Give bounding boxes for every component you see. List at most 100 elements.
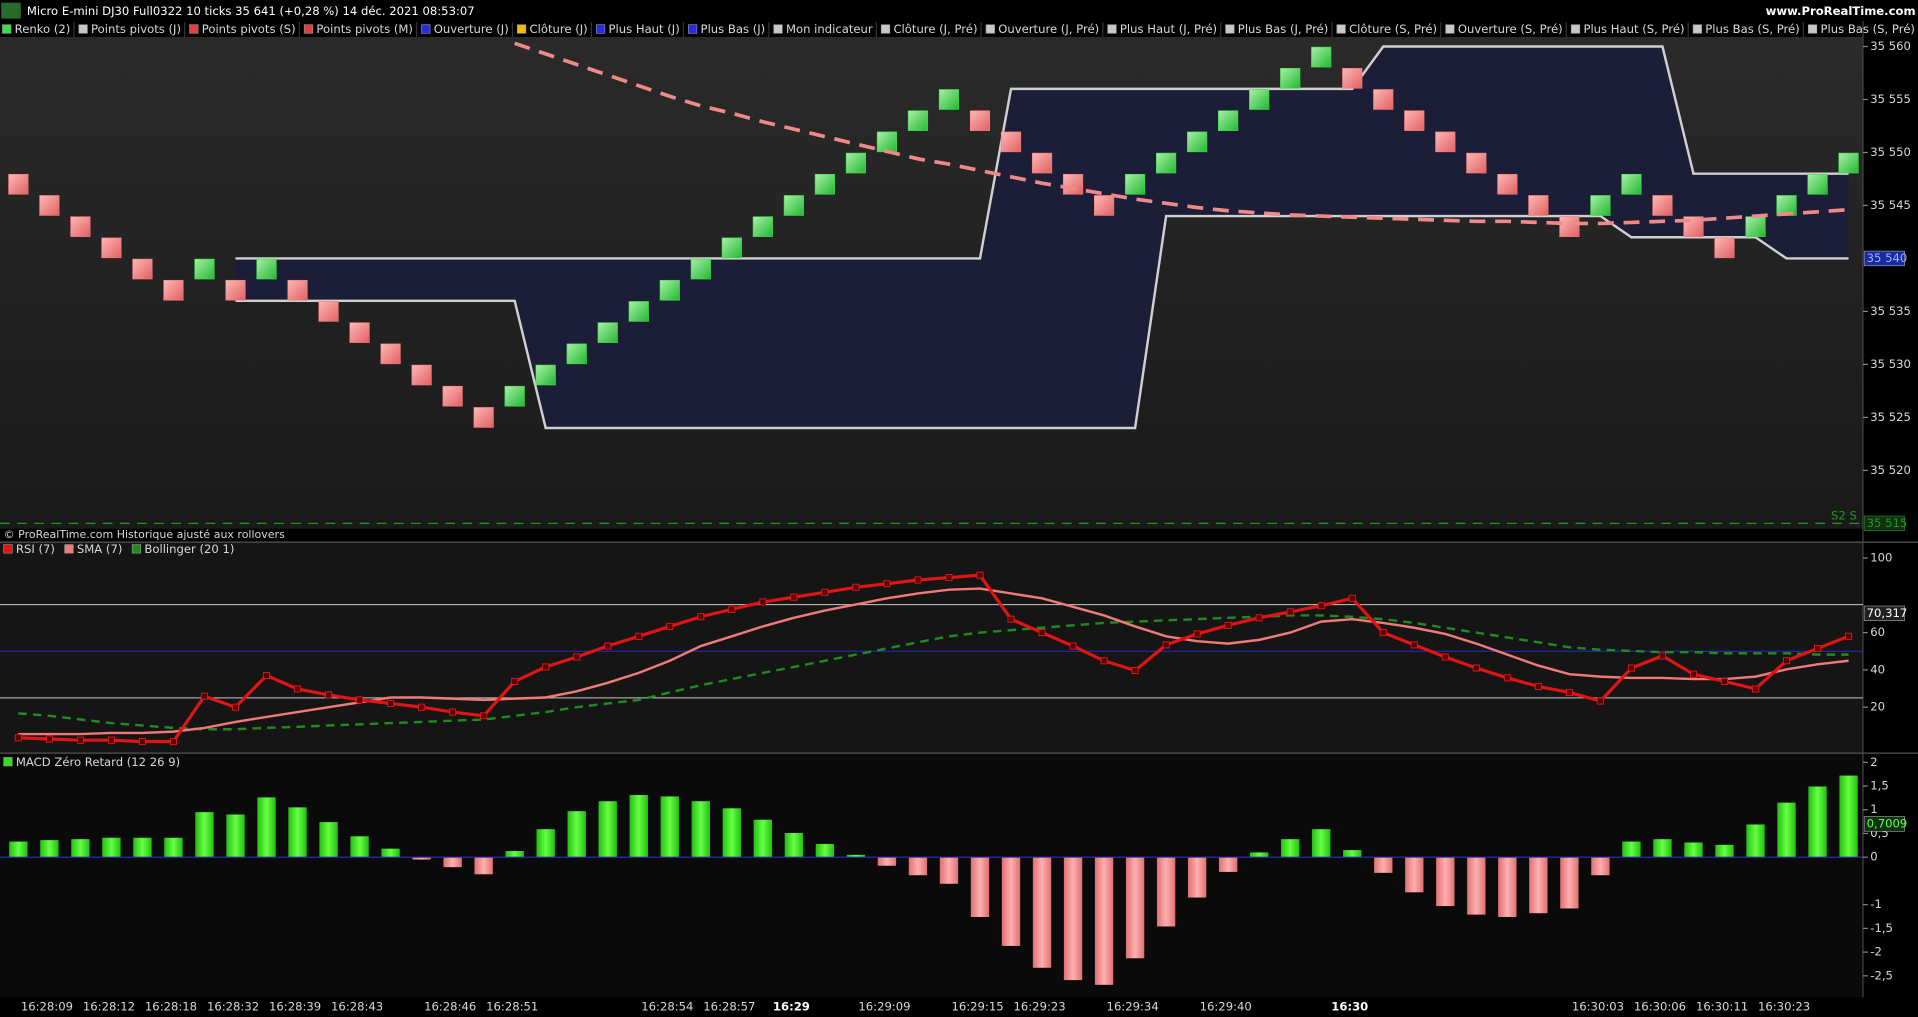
renko-brick xyxy=(380,343,401,365)
rsi-point xyxy=(790,593,798,601)
rsi-point xyxy=(1503,674,1511,682)
rsi-point xyxy=(138,737,146,746)
legend-swatch xyxy=(1692,24,1702,34)
macd-bar xyxy=(1218,857,1238,872)
macd-bar xyxy=(381,848,400,858)
macd-bar xyxy=(1715,844,1734,858)
macd-bar xyxy=(1094,857,1114,985)
rsi-point xyxy=(573,653,581,661)
macd-bar xyxy=(1001,857,1021,946)
legend-swatch xyxy=(2,24,12,34)
renko-brick xyxy=(70,216,91,237)
rsi-point xyxy=(852,583,860,591)
x-tick-label: 16:28:09 xyxy=(21,999,73,1013)
renko-brick xyxy=(1218,110,1239,131)
rsi-point xyxy=(1193,630,1201,638)
macd-bar xyxy=(1653,839,1672,858)
indicator-line xyxy=(18,573,1850,744)
legend-swatch xyxy=(773,24,783,34)
rsi-point xyxy=(325,691,333,699)
y-tick-label: 35 520 xyxy=(1870,463,1911,477)
rsi-point xyxy=(418,703,426,711)
renko-brick xyxy=(1373,89,1394,110)
macd-bar xyxy=(536,829,555,858)
legend-label: Clôture (J, Pré) xyxy=(893,22,977,36)
legend-label: Plus Bas (S, Pré) xyxy=(1705,22,1799,36)
rsi-point xyxy=(1658,652,1666,660)
rsi-point xyxy=(1410,641,1418,649)
rsi-point xyxy=(1007,615,1015,623)
legend-swatch xyxy=(189,24,199,34)
rsi-point xyxy=(1038,629,1046,637)
rsi-point xyxy=(821,588,829,596)
y-tick-label: -1 xyxy=(1870,897,1882,911)
rsi-point xyxy=(1441,653,1449,661)
rsi-point xyxy=(107,736,115,744)
renko-brick xyxy=(845,152,866,174)
y-tick-label: 100 xyxy=(1870,550,1892,564)
macd-bar xyxy=(412,857,431,860)
renko-brick xyxy=(907,110,929,131)
macd-bar xyxy=(1032,857,1052,968)
renko-brick xyxy=(411,364,432,386)
legend-swatch xyxy=(131,544,142,554)
y-tick-label: 2 xyxy=(1870,755,1877,769)
rsi-point xyxy=(1689,670,1698,678)
x-tick-label: 16:28:46 xyxy=(424,999,476,1013)
x-tick-label: 16:30:23 xyxy=(1758,999,1810,1013)
macd-bar xyxy=(319,822,338,858)
macd-bar xyxy=(505,851,524,858)
renko-brick xyxy=(1590,195,1611,216)
renko-brick xyxy=(349,322,370,343)
rsi-point xyxy=(1565,688,1573,697)
band-lower xyxy=(235,214,1849,430)
macd-bar xyxy=(1498,857,1517,917)
macd-bar xyxy=(102,837,121,858)
renko-brick xyxy=(1807,173,1828,195)
legend-label: MACD Zéro Retard (12 26 9) xyxy=(16,755,180,769)
macd-bar xyxy=(1808,786,1827,858)
legend-swatch xyxy=(1225,24,1235,34)
renko-brick xyxy=(1187,131,1208,153)
macd-bar xyxy=(722,808,741,858)
x-tick-label: 16:28:39 xyxy=(269,999,321,1013)
rsi-point xyxy=(1720,677,1729,686)
macd-bar xyxy=(1063,857,1083,981)
renko-brick xyxy=(535,364,556,386)
renko-brick xyxy=(163,279,184,301)
rsi-point xyxy=(76,736,84,744)
legend-label: Clôture (S, Pré) xyxy=(1349,22,1437,36)
y-tick-label: 35 530 xyxy=(1870,357,1911,371)
rsi-point xyxy=(1596,697,1604,705)
legend-label: RSI (7) xyxy=(16,542,55,556)
x-tick-label: 16:28:18 xyxy=(145,999,197,1013)
band-upper xyxy=(235,45,1849,260)
rsi-point xyxy=(262,671,271,680)
rsi-point xyxy=(635,632,643,640)
renko-brick xyxy=(1838,152,1859,174)
y-tick-label: 0 xyxy=(1870,850,1877,864)
value-box xyxy=(1863,250,1905,267)
legend-swatch xyxy=(1107,24,1117,34)
x-tick-label: 16:29:15 xyxy=(951,999,1003,1013)
macd-bar xyxy=(1281,839,1300,858)
macd-bar xyxy=(288,807,307,858)
x-tick-label: 16:30:11 xyxy=(1696,999,1748,1013)
macd-bar xyxy=(660,796,679,858)
macd-bar xyxy=(257,797,276,858)
macd-bar xyxy=(1591,857,1610,876)
legend-swatch xyxy=(3,757,13,767)
renko-brick xyxy=(1093,195,1115,216)
macd-bar xyxy=(1777,802,1796,858)
renko-brick xyxy=(1311,46,1332,68)
rsi-point xyxy=(976,571,984,579)
legend-label: Plus Bas (J) xyxy=(701,22,766,36)
legend-label: Plus Bas (S, Pré) xyxy=(1821,22,1915,36)
macd-bar xyxy=(1374,857,1393,873)
macd-bar xyxy=(1250,852,1269,858)
macd-bar xyxy=(1529,857,1548,914)
macd-bar xyxy=(629,795,648,858)
rsi-point xyxy=(480,712,488,720)
rsi-point xyxy=(45,735,53,743)
macd-bar xyxy=(474,857,493,875)
